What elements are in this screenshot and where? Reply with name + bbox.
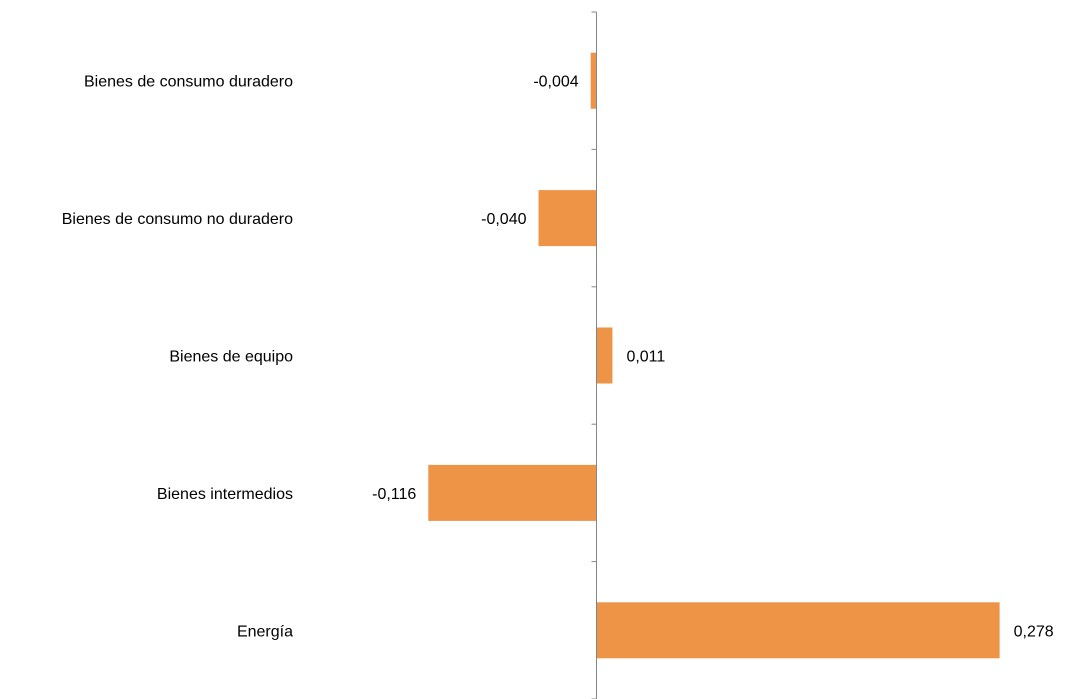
bar-1	[590, 52, 597, 109]
category-label: Bienes de consumo no duradero	[62, 211, 293, 228]
data-label: -0,116	[372, 486, 416, 503]
category-labels: Bienes de consumo duradero Bienes de cons…	[62, 74, 293, 641]
data-labels: -0,004 -0,040 0,011 -0,116 0,278	[372, 74, 1054, 641]
category-axis	[591, 11, 597, 699]
data-label: 0,011	[626, 349, 665, 366]
data-label: 0,278	[1014, 623, 1054, 640]
data-label: -0,004	[533, 74, 578, 91]
category-label: Energía	[237, 623, 293, 640]
bars-layer	[428, 52, 1000, 659]
category-label: Bienes de consumo duradero	[84, 74, 293, 91]
bar-2	[538, 190, 597, 247]
bar-4	[428, 464, 597, 521]
bar-5	[596, 602, 1000, 659]
bar-3	[596, 327, 613, 384]
category-label: Bienes de equipo	[169, 349, 293, 366]
category-label: Bienes intermedios	[157, 486, 293, 503]
data-label: -0,040	[481, 211, 526, 228]
